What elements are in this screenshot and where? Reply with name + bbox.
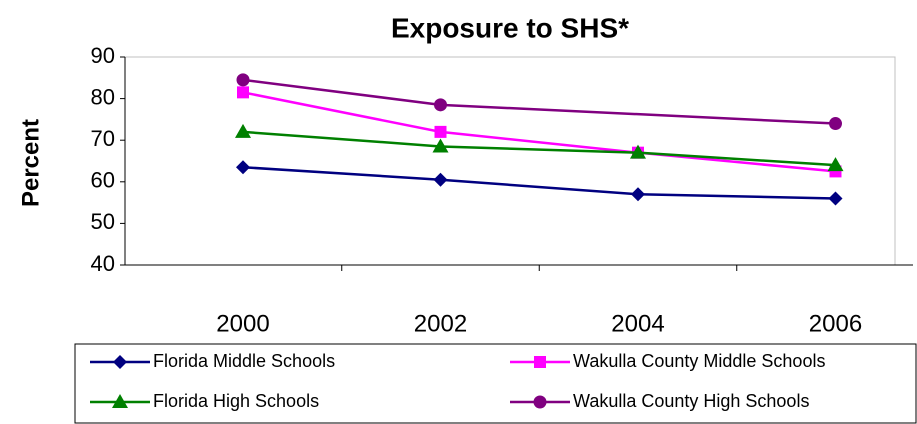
marker bbox=[112, 394, 128, 408]
legend-label: Wakulla County High Schools bbox=[573, 391, 809, 411]
legend-box bbox=[74, 343, 917, 424]
marker bbox=[235, 123, 251, 138]
y-tick-label: 80 bbox=[91, 84, 115, 109]
marker bbox=[630, 144, 646, 159]
marker bbox=[534, 356, 546, 368]
marker bbox=[434, 125, 447, 138]
x-tick-label: 2002 bbox=[414, 310, 467, 337]
marker bbox=[829, 117, 842, 131]
y-tick-label: 60 bbox=[91, 168, 115, 193]
marker bbox=[631, 187, 645, 202]
y-tick-label: 70 bbox=[91, 126, 115, 151]
marker bbox=[533, 395, 547, 409]
marker bbox=[236, 160, 250, 175]
chart-title: Exposure to SHS* bbox=[391, 12, 629, 43]
y-axis-label: Percent bbox=[17, 119, 44, 207]
marker bbox=[432, 138, 449, 153]
x-tick-label: 2000 bbox=[216, 310, 269, 337]
series-line bbox=[242, 91, 836, 173]
y-tick-label: 50 bbox=[91, 209, 115, 234]
series-line bbox=[242, 165, 836, 200]
legend-label: Florida High Schools bbox=[153, 391, 319, 411]
marker bbox=[828, 191, 843, 206]
x-tick-label: 2004 bbox=[611, 310, 664, 337]
y-tick-label: 40 bbox=[91, 251, 115, 276]
marker bbox=[236, 73, 250, 87]
series-line bbox=[242, 130, 836, 167]
marker bbox=[434, 98, 447, 112]
legend-label: Florida Middle Schools bbox=[153, 351, 335, 371]
marker bbox=[433, 172, 448, 187]
marker bbox=[237, 86, 249, 99]
y-tick-label: 90 bbox=[91, 43, 115, 68]
marker bbox=[113, 355, 127, 369]
legend-label: Wakulla County Middle Schools bbox=[573, 351, 825, 371]
x-tick-label: 2006 bbox=[809, 310, 862, 337]
marker bbox=[827, 157, 844, 172]
series-line bbox=[242, 78, 836, 125]
